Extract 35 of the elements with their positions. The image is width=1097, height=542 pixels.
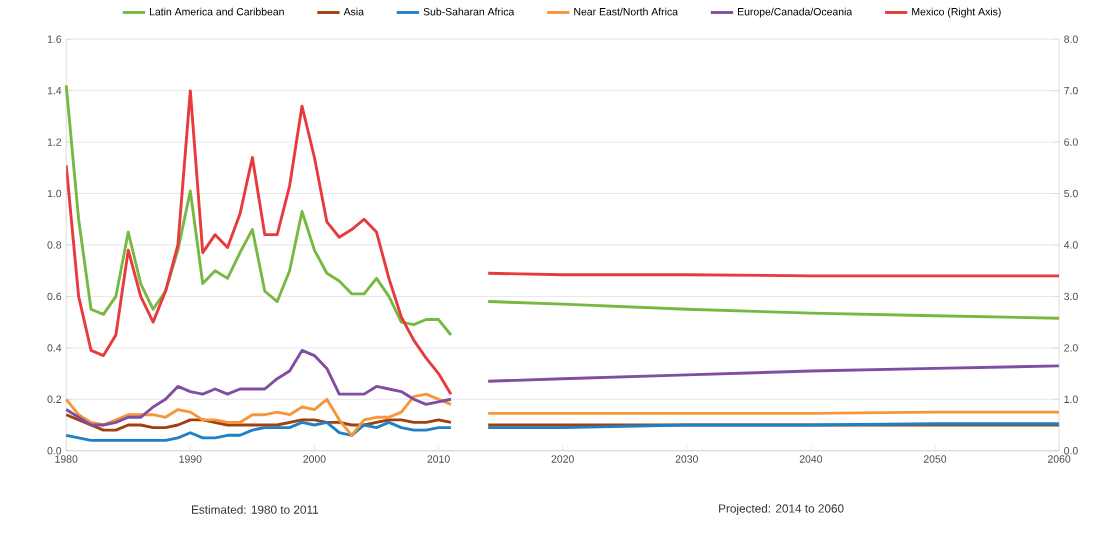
y-tick-label: 1.4 (47, 86, 62, 95)
y-tick-label: 1.0 (47, 189, 62, 198)
y-tick-label: 0.8 (47, 241, 62, 249)
x-tick-label: 1980 (55, 455, 78, 463)
legend-label: Near East/North Africa (574, 7, 679, 16)
legend-label: Latin America and Caribbean (149, 7, 284, 16)
x-tick-label: 2060 (1048, 455, 1071, 463)
y2-tick-label: 4.0 (1063, 241, 1078, 249)
y2-tick-label: 5.0 (1064, 189, 1078, 198)
legend-label: Asia (343, 7, 364, 16)
y2-tick-label: 6.0 (1064, 138, 1078, 146)
legend-label: Mexico (Right Axis) (912, 7, 1001, 18)
text: Projected: 2014 to 2060 (719, 503, 844, 515)
y2-tick-label: 2.0 (1064, 344, 1078, 352)
x-tick-label: 2040 (799, 455, 823, 463)
y-tick-label: 0.2 (47, 395, 62, 403)
x-tick-label: 2030 (675, 455, 698, 463)
y2-tick-label: 7.0 (1064, 86, 1078, 95)
y2-tick-label: 1.0 (1064, 395, 1078, 403)
y-tick-label: 1.2 (47, 138, 62, 146)
x-tick-label: 2020 (551, 455, 574, 463)
legend-label: Europe/Canada/Oceania (738, 7, 853, 18)
y2-tick-label: 8.0 (1064, 35, 1078, 43)
y-tick-label: 1.6 (47, 35, 62, 43)
legend-label: Sub-Saharan Africa (423, 7, 515, 16)
y-tick-label: 0.4 (47, 344, 62, 352)
x-tick-label: 2000 (303, 455, 326, 463)
y-tick-label: 0.0 (47, 446, 62, 455)
y-tick-label: 0.6 (47, 292, 62, 301)
x-tick-label: 2050 (923, 455, 947, 463)
y2-tick-label: 0.0 (1064, 446, 1078, 455)
y2-tick-label: 3.0 (1064, 292, 1078, 301)
x-tick-label: 2010 (427, 455, 450, 463)
x-tick-label: 1990 (179, 455, 202, 463)
text: Estimated: 1980 to 2011 (191, 505, 319, 514)
